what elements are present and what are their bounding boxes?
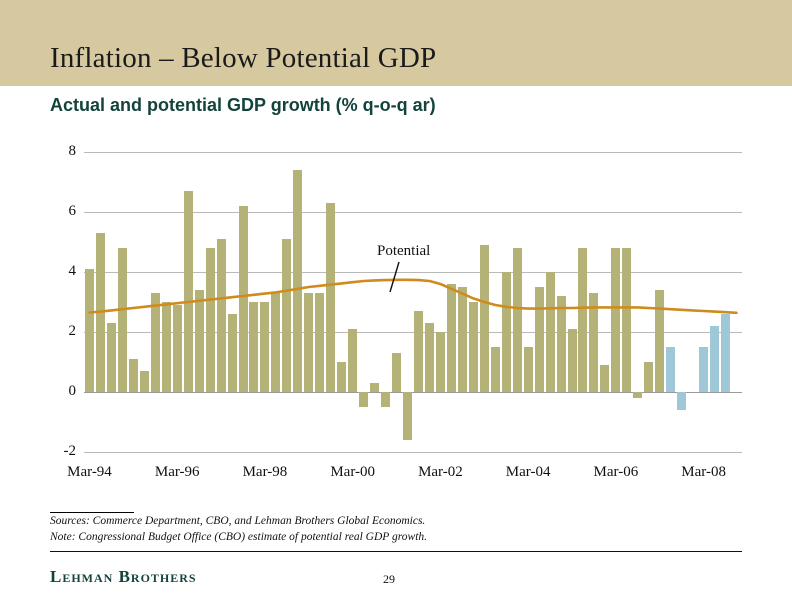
x-axis-tick-label: Mar-00	[330, 464, 376, 480]
brand-logo: Lehman Brothers	[50, 567, 197, 586]
bar-Jun-07	[666, 347, 676, 392]
bar-Sep-00	[370, 383, 380, 392]
bar-Sep-02	[457, 287, 467, 392]
bar-Sep-05	[589, 293, 599, 392]
bar-Mar-98	[260, 302, 270, 392]
bar-Sep-99	[326, 203, 336, 392]
bar-Jun-06	[622, 248, 632, 392]
bar-Sep-07	[677, 392, 687, 410]
bar-Sep-97	[238, 206, 248, 392]
x-axis-tick-label: Mar-04	[505, 464, 551, 480]
bar-Dec-06	[644, 362, 654, 392]
x-axis-labels: Mar-94 Mar-96 Mar-98 Mar-00 Mar-02 Mar-04 Mar-…	[0, 464, 792, 488]
x-axis-tick-label: Mar-02	[418, 464, 463, 480]
bar-Jun-95	[139, 371, 149, 392]
gridline	[84, 452, 742, 453]
bar-Mar-08	[699, 347, 709, 392]
bar-Mar-00	[348, 329, 358, 392]
page-title: Inflation – Below Potential GDP	[50, 42, 437, 74]
bar-Jun-00	[359, 392, 369, 407]
gridline	[84, 272, 742, 273]
bar-Mar-02	[435, 332, 445, 392]
bar-Sep-01	[413, 311, 423, 392]
bar-Sep-08	[721, 314, 731, 392]
plot-area	[84, 152, 742, 453]
bar-Mar-97	[216, 239, 226, 392]
gdp-growth-chart: 8 6 4 2 0 -2 Potential Mar-94 Mar-96 Mar-98 Mar-…	[0, 140, 792, 480]
bar-Mar-95	[128, 359, 138, 392]
bar-Jun-05	[578, 248, 588, 392]
bar-Mar-94	[84, 269, 94, 392]
x-axis-tick-label: Mar-96	[154, 464, 200, 480]
y-axis-tick-label: 4	[68, 263, 77, 279]
bar-Jun-97	[227, 314, 237, 392]
y-axis-ticks: 8 6 4 2 0 -2	[46, 143, 77, 459]
footnote-sources: Sources: Commerce Department, CBO, and L…	[50, 515, 426, 527]
bar-Dec-05	[600, 365, 610, 392]
x-axis-tick-label: Mar-98	[242, 464, 288, 480]
bar-Dec-95	[161, 302, 171, 392]
bar-Dec-01	[424, 323, 434, 392]
title-banner: Inflation – Below Potential GDP	[0, 0, 792, 86]
bar-Jun-98	[271, 293, 281, 392]
bar-Jun-03	[490, 347, 500, 392]
bar-Sep-94	[106, 323, 116, 392]
bar-Dec-02	[468, 302, 478, 392]
bar-Mar-04	[523, 347, 533, 392]
bar-Sep-03	[501, 272, 511, 392]
bar-Mar-06	[611, 248, 621, 392]
bar-Mar-99	[304, 293, 314, 392]
bar-Dec-98	[293, 170, 303, 392]
footer-rule	[50, 551, 742, 553]
x-axis-tick-label: Mar-06	[593, 464, 639, 480]
bar-Mar-05	[567, 329, 577, 392]
bar-Mar-07	[655, 290, 665, 392]
y-axis-tick-label: 2	[68, 323, 77, 339]
y-axis-tick-label: 6	[68, 203, 77, 219]
x-axis-tick-label: Mar-08	[681, 464, 726, 480]
bar-Jun-96	[183, 191, 193, 392]
bar-Dec-94	[117, 248, 127, 392]
bar-Dec-97	[249, 302, 259, 392]
gridline	[84, 212, 742, 213]
bar-Sep-04	[545, 272, 555, 392]
bar-Sep-95	[150, 293, 160, 392]
y-axis-tick-label: 0	[68, 383, 77, 399]
y-axis-tick-label: 8	[68, 143, 77, 159]
bar-Jun-99	[315, 293, 325, 392]
bar-Jun-04	[534, 287, 544, 392]
annotation-potential: Potential	[377, 243, 431, 259]
bar-Mar-03	[479, 245, 489, 392]
bar-Sep-98	[282, 239, 292, 392]
bar-Sep-06	[633, 392, 643, 398]
gridline	[84, 392, 742, 393]
bar-Jun-02	[446, 284, 456, 392]
bar-Jun-01	[403, 392, 413, 440]
bar-Dec-99	[337, 362, 347, 392]
bar-Sep-96	[194, 290, 204, 392]
page-number: 29	[383, 572, 395, 586]
potential-line-series	[88, 278, 738, 315]
bar-Dec-04	[556, 296, 566, 392]
chart-subtitle: Actual and potential GDP growth (% q-o-q…	[50, 95, 436, 115]
bar-Dec-00	[381, 392, 391, 407]
gridline	[84, 332, 742, 333]
footnote-rule-short	[50, 512, 134, 513]
bar-Mar-96	[172, 305, 182, 392]
bar-Dec-96	[205, 248, 215, 392]
gridline	[84, 152, 742, 153]
y-axis-tick-label: -2	[63, 443, 77, 459]
x-axis-tick-label: Mar-94	[67, 464, 112, 480]
bar-Dec-03	[512, 248, 522, 392]
footnote-note: Note: Congressional Budget Office (CBO) …	[50, 531, 428, 543]
bar-Mar-01	[392, 353, 402, 392]
bar-Jun-08	[710, 326, 720, 392]
